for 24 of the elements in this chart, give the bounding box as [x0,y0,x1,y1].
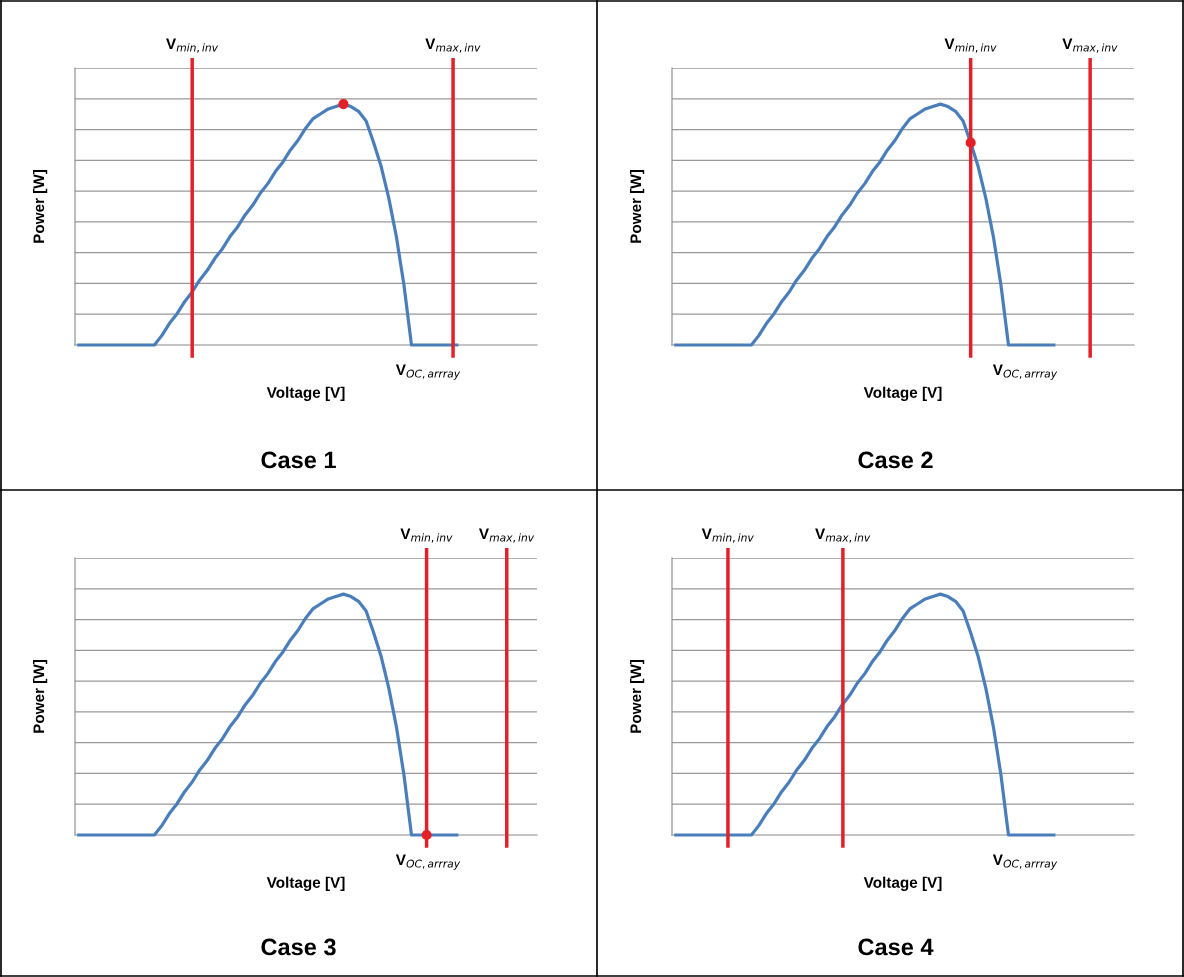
text: V$_{min,inv}$ [944,38,997,53]
text: V$_{min,inv}$ [166,38,219,53]
x-axis-title: Voltage [V] [863,386,942,401]
y-axis-title: Power [W] [629,170,645,243]
x-axis-title: Voltage [V] [266,876,345,891]
text: Case 4 [858,938,934,956]
text: V$_{min,inv}$ [400,528,453,543]
x-axis-title: Voltage [V] [863,876,942,891]
y-axis-title: Power [W] [32,170,48,243]
text: V$_{min,inv}$ [701,528,754,543]
y-axis-title: Power [W] [629,660,645,733]
text: V$_{max,inv}$ [425,38,481,53]
text: Case 1 [261,451,336,469]
text: V$_{OC,arrray}$ [395,854,461,870]
text: V$_{max,inv}$ [815,528,871,543]
text: Case 3 [261,938,336,956]
text: V$_{OC,arrray}$ [992,364,1058,380]
text: V$_{OC,arrray}$ [395,364,461,380]
x-axis-title: Voltage [V] [266,386,345,401]
text: Case 2 [858,451,933,469]
text: V$_{max,inv}$ [478,528,535,543]
text: V$_{OC,arrray}$ [992,854,1058,870]
text: V$_{max,inv}$ [1062,38,1118,53]
y-axis-title: Power [W] [32,660,48,733]
